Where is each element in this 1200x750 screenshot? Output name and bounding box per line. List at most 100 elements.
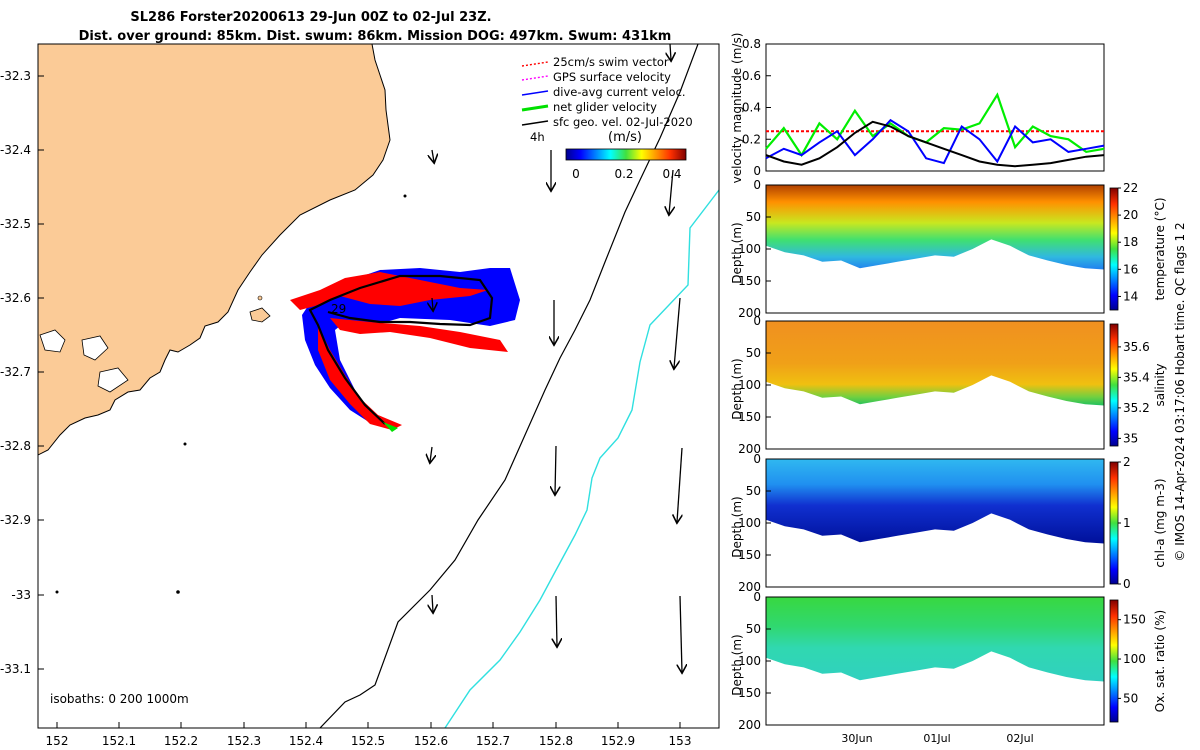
geostrophic-velocity-arrows [430, 44, 682, 672]
map-y-tick-label: -32.3 [0, 69, 31, 83]
section-colorbar-tick-label: 0 [1123, 577, 1131, 591]
title-line-1: SL286 Forster20200613 29-Jun 00Z to 02-J… [130, 10, 491, 25]
speed-colorbar-tick-label: 0 [572, 167, 580, 181]
legend-label: net glider velocity [553, 100, 657, 114]
geo-vel-arrow [432, 149, 434, 162]
time-axis: 30Jun 01Jul 02Jul [841, 732, 1033, 745]
section-y-label: Depth (m) [730, 496, 744, 557]
section-depth-tick-label: 0 [753, 178, 761, 192]
net-glider-track [308, 274, 494, 425]
legend-swatch [521, 104, 549, 112]
section-depth-tick-label: 200 [738, 580, 761, 594]
island-outline [176, 590, 180, 594]
section-colorbar-tick-label: 14 [1123, 289, 1138, 303]
section-colorbar-tick-label: 50 [1123, 691, 1138, 705]
title-line-2: Dist. over ground: 85km. Dist. swum: 86k… [79, 29, 672, 44]
section-colorbar-label: Ox. sat. ratio (%) [1153, 610, 1167, 712]
legend-item-swim-vector: 25cm/s swim vector [521, 55, 669, 69]
section-colorbar-tick-label: 100 [1123, 652, 1146, 666]
velocity-y-ticks: 0 0.2 0.4 0.6 0.8 [742, 37, 771, 178]
section-depth-tick-label: 100 [738, 378, 761, 392]
map-frame [37, 43, 720, 729]
time-tick-label: 01Jul [923, 732, 950, 745]
section-depth-tick-label: 150 [738, 274, 761, 288]
geo-vel-arrow [432, 594, 433, 612]
island-outline [249, 307, 271, 323]
map-x-tick-label: 152.2 [164, 734, 198, 748]
track-day-label: 29 [331, 302, 346, 316]
section-depth-tick-label: 100 [738, 654, 761, 668]
dive-avg-current-band [302, 268, 520, 424]
section-colorbar-label: chl-a (mg m-3) [1153, 478, 1167, 567]
section-colorbar-tick-label: 2 [1123, 455, 1131, 469]
map-x-tick-label: 153 [669, 734, 692, 748]
map-x-tick-label: 152.6 [414, 734, 448, 748]
velocity-y-tick-label: 0.6 [742, 69, 761, 83]
map-y-tick-label: -32.6 [0, 291, 31, 305]
velocity-series-line [765, 118, 1105, 165]
section-depth-tick-label: 100 [738, 516, 761, 530]
map-x-tick-label: 152 [46, 734, 69, 748]
velocity-series-line [765, 92, 1105, 158]
map-legend: 25cm/s swim vector GPS surface velocity … [521, 55, 693, 181]
velocity-series-line [765, 120, 1105, 168]
lake-outline [97, 367, 129, 393]
legend-item-geostrophic-velocity: sfc geo. vel. 02-Jul-2020 [521, 115, 693, 129]
coastline-land [38, 44, 391, 456]
isobath-1000m [444, 189, 719, 728]
geo-vel-arrow [680, 595, 682, 672]
geo-vel-arrow [556, 595, 557, 646]
map-longitude-ticks: 152 152.1 152.2 152.3 152.4 152.5 152.6 152.7 15… [46, 722, 692, 748]
geo-vel-arrow [432, 297, 433, 310]
section-panel: 0 50 100 150 200 Depth (m) 14 16 18 20 22 temperatu… [730, 178, 1167, 320]
isobath-200m [319, 44, 699, 728]
section-data-field [766, 185, 1104, 270]
section-depth-tick-label: 200 [738, 306, 761, 320]
section-panel: 0 50 100 150 200 Depth (m) 35 35.2 35.4 35.6salin… [730, 314, 1167, 456]
section-depth-tick-label: 0 [753, 314, 761, 328]
legend-swatch [521, 120, 549, 126]
map-x-tick-label: 152.5 [351, 734, 385, 748]
section-colorbar [1109, 599, 1119, 723]
map-y-tick-label: -32.7 [0, 365, 31, 379]
legend-label: 25cm/s swim vector [553, 55, 669, 69]
section-depth-tick-label: 200 [738, 718, 761, 732]
section-colorbar-tick-label: 18 [1123, 235, 1138, 249]
net-velocity-arrowhead [383, 422, 398, 432]
section-data-field [766, 321, 1104, 406]
section-colorbar [1109, 187, 1119, 311]
section-depth-tick-label: 0 [753, 452, 761, 466]
section-y-label: Depth (m) [730, 634, 744, 695]
section-colorbar-tick-label: 16 [1123, 262, 1138, 276]
island-outline [183, 442, 187, 446]
section-colorbar [1109, 461, 1119, 585]
legend-swatch [521, 90, 549, 96]
section-data-field [766, 597, 1104, 682]
map-x-tick-label: 152.1 [102, 734, 136, 748]
velocity-axes-frame [765, 43, 1105, 172]
section-depth-tick-label: 50 [746, 484, 761, 498]
scale-label: 4h [530, 130, 545, 144]
map-x-tick-label: 152.9 [601, 734, 635, 748]
legend-swatch [521, 61, 549, 67]
legend-label: GPS surface velocity [553, 70, 671, 84]
section-depth-tick-label: 50 [746, 346, 761, 360]
section-colorbar-tick-label: 35.2 [1123, 401, 1150, 415]
legend-item-net-glider-velocity: net glider velocity [521, 100, 657, 114]
section-y-label: Depth (m) [730, 358, 744, 419]
geo-vel-arrow [430, 446, 432, 462]
velocity-y-tick-label: 0.8 [742, 37, 761, 51]
section-colorbar-label: salinity [1153, 363, 1167, 406]
map-x-tick-label: 152.3 [227, 734, 261, 748]
map-x-tick-label: 152.4 [289, 734, 323, 748]
isobath-label: isobaths: 0 200 1000m [50, 692, 189, 706]
map-y-tick-label: -32.9 [0, 513, 31, 527]
section-colorbar-tick-label: 20 [1123, 208, 1138, 222]
map-y-tick-label: -32.5 [0, 217, 31, 231]
section-colorbar-label: temperature (°C) [1153, 198, 1167, 301]
velocity-series [765, 92, 1105, 168]
geo-vel-arrow [674, 297, 681, 368]
section-data-field [766, 459, 1104, 544]
section-colorbar-tick-label: 35.6 [1123, 340, 1150, 354]
